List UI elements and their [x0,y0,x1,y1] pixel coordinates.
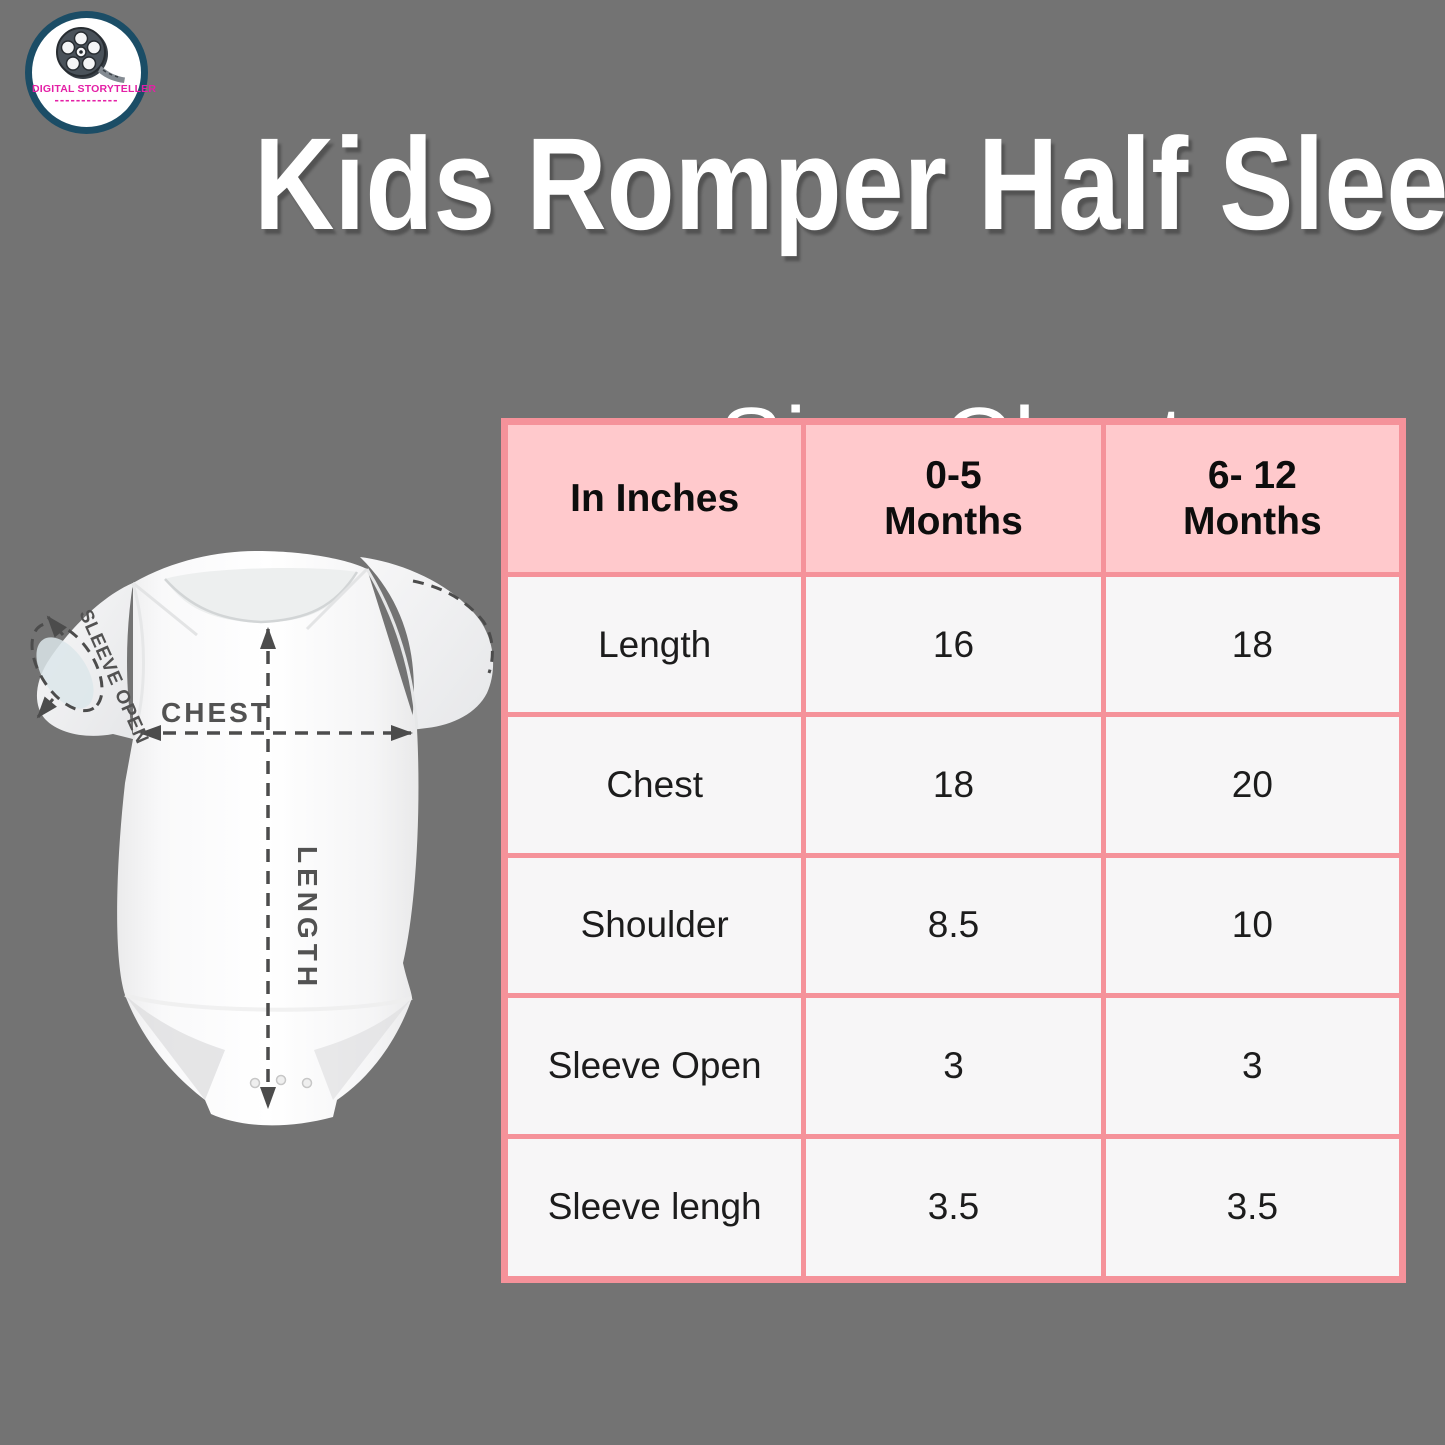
sleeve-open-ellipse [30,621,104,713]
table-header-row: In Inches 0-5 Months 6- 12 Months [501,419,1406,577]
brand-logo: DIGITAL STORYTELLER ------------ [25,11,157,134]
film-reel-icon [55,27,125,83]
row-value: 3 [1100,993,1406,1139]
measurement-marks [30,579,494,1109]
row-value: 3.5 [801,1133,1106,1283]
chest-label: CHEST [161,697,271,728]
romper-diagram: CHEST LENGTH SLEEVE OPEN [30,551,494,1126]
row-label: Sleeve lengh [501,1133,807,1283]
row-value: 20 [1100,712,1406,858]
table-row: Shoulder 8.5 10 [501,852,1406,999]
right-sleeve [360,557,494,730]
row-value: 18 [1100,571,1406,718]
row-value: 10 [1100,852,1406,999]
table-row: Chest 18 20 [501,712,1406,858]
column-header-6-12-months: 6- 12 Months [1100,419,1406,577]
row-label: Shoulder [501,852,807,999]
table-row: Length 16 18 [501,571,1406,718]
row-label: Chest [501,712,807,858]
table-row: Sleeve Open 3 3 [501,993,1406,1139]
row-label: Sleeve Open [501,993,807,1139]
brand-name: DIGITAL STORYTELLER [32,83,157,95]
row-value: 18 [801,712,1106,858]
brand-dashes: ------------ [54,92,119,107]
page-title: Kids Romper Half Sleeve [254,109,1445,257]
row-value: 3 [801,993,1106,1139]
row-value: 8.5 [801,852,1106,999]
column-header-0-5-months: 0-5 Months [801,419,1106,577]
right-sleeve-dashes [412,579,494,674]
row-label: Length [501,571,807,718]
size-chart-table: In Inches 0-5 Months 6- 12 Months Length 1… [501,418,1406,1283]
row-value: 16 [801,571,1106,718]
column-header-in-inches: In Inches [501,419,807,577]
table-row: Sleeve lengh 3.5 3.5 [501,1133,1406,1283]
length-label: LENGTH [292,846,323,991]
left-sleeve [36,583,133,739]
row-value: 3.5 [1100,1133,1406,1283]
